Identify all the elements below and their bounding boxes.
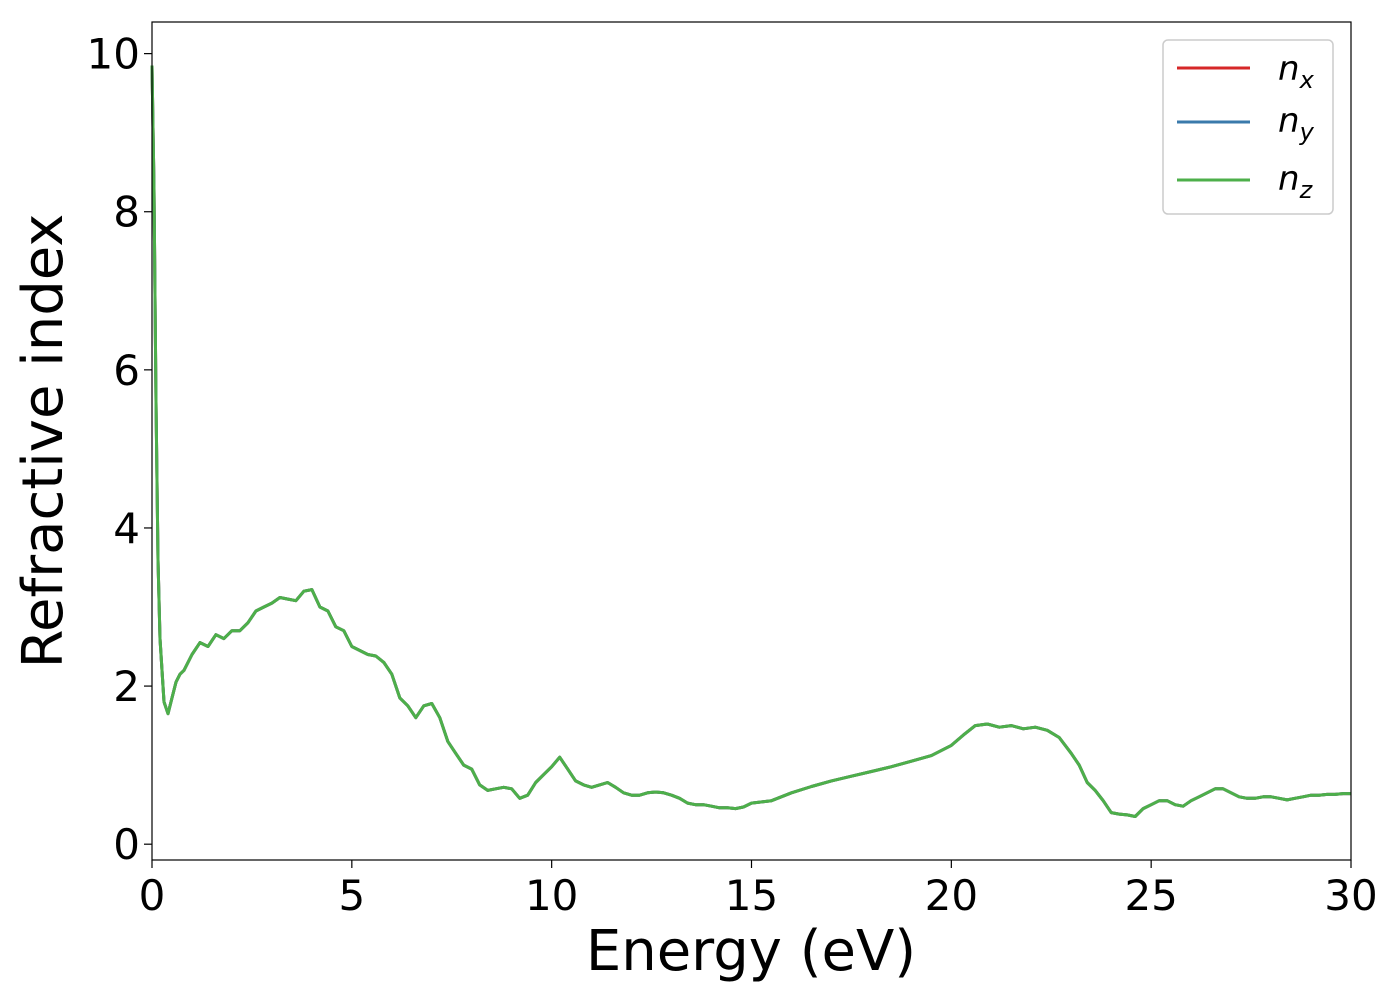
x-tick-label: 10 <box>525 871 578 920</box>
y-tick-label: 6 <box>113 346 140 395</box>
y-axis: 0 2 4 6 8 10 <box>87 30 152 869</box>
y-tick-label: 4 <box>113 504 140 553</box>
legend: nx ny nz <box>1162 39 1334 215</box>
legend-label-ny: ny <box>1278 101 1315 146</box>
x-axis-label: Energy (eV) <box>586 919 916 984</box>
legend-entry-nx: nx <box>1177 49 1315 94</box>
y-tick-label: 2 <box>113 662 140 711</box>
y-tick-label: 10 <box>87 30 140 79</box>
y-tick-label: 0 <box>113 820 140 869</box>
x-tick-label: 30 <box>1324 871 1377 920</box>
series-layer <box>150 65 1351 818</box>
x-tick-label: 0 <box>139 871 166 920</box>
series-line-nz <box>150 65 1351 818</box>
x-axis: 0 5 10 15 20 25 30 <box>139 860 1378 920</box>
legend-box <box>1162 39 1334 215</box>
legend-entry-nz: nz <box>1177 159 1314 204</box>
legend-label-nz: nz <box>1278 159 1314 204</box>
legend-label-nx: nx <box>1278 49 1315 94</box>
y-tick-label: 8 <box>113 188 140 237</box>
y-axis-label: Refractive index <box>11 214 76 669</box>
legend-entry-ny: ny <box>1177 101 1315 146</box>
x-tick-label: 5 <box>338 871 365 920</box>
x-tick-label: 20 <box>925 871 978 920</box>
x-tick-label: 15 <box>725 871 778 920</box>
x-tick-label: 25 <box>1124 871 1177 920</box>
